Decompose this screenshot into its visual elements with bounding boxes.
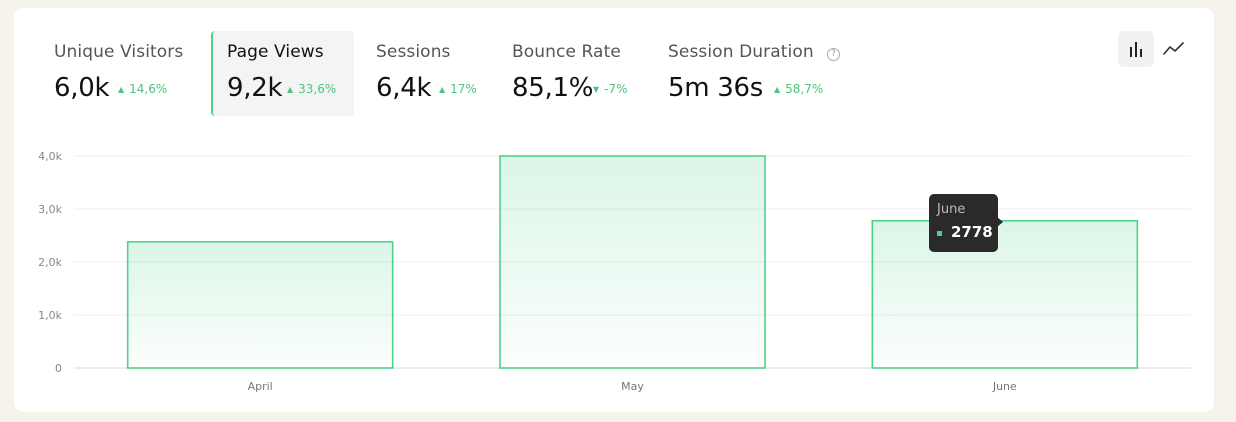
bar-june (871, 219, 1139, 369)
metric-label: Unique Visitors (54, 42, 184, 62)
tooltip-title: June (937, 202, 966, 217)
metric-value: 6,0k (54, 73, 110, 103)
metric-value: 85,1% (512, 73, 594, 103)
x-tick-label: April (248, 380, 273, 393)
metric-label: Page Views (227, 42, 324, 62)
y-tick-label: 3,0k (38, 203, 62, 216)
y-tick-label: 4,0k (38, 150, 62, 163)
trend-up-icon: ▲ (118, 85, 125, 94)
bar-april (126, 241, 394, 369)
trend-up-icon: ▲ (774, 85, 781, 94)
metric-change: ▲ 14,6% (118, 82, 168, 96)
metric-label: Bounce Rate (512, 42, 621, 62)
y-tick-label: 0 (55, 362, 62, 375)
metric-value: 6,4k (376, 73, 432, 103)
trend-up-icon: ▲ (287, 85, 294, 94)
line-chart-view-button[interactable] (1154, 31, 1190, 67)
tab-sessions[interactable]: Sessions 6,4k ▲ 17% (376, 31, 491, 116)
tab-unique-visitors[interactable]: Unique Visitors 6,0k ▲ 14,6% (54, 31, 204, 116)
metric-value: 9,2k (227, 73, 283, 103)
trend-down-icon: ▼ (593, 85, 600, 94)
bar-chart-icon (1130, 42, 1142, 57)
x-tick-label: May (621, 380, 644, 393)
tooltip-series-marker (937, 231, 942, 236)
bar-may (499, 155, 766, 369)
page-views-bar-chart: 0 1,0k 2,0k 3,0k 4,0k April May June (38, 150, 1191, 393)
tab-bounce-rate[interactable]: Bounce Rate 85,1% ▼ -7% (512, 31, 647, 116)
y-tick-label: 2,0k (38, 256, 62, 269)
tooltip-value: 2778 (951, 223, 993, 241)
tab-page-views[interactable]: Page Views 9,2k ▲ 33,6% (211, 31, 354, 116)
metric-change: ▲ 33,6% (287, 82, 337, 96)
bar-chart-view-button[interactable] (1118, 31, 1154, 67)
tab-session-duration[interactable]: Session Duration 5m 36s ▲ 58,7% (668, 31, 848, 116)
y-tick-label: 1,0k (38, 309, 62, 322)
trend-up-icon: ▲ (439, 85, 446, 94)
x-tick-label: June (992, 380, 1017, 393)
page-views-card: Unique Visitors 6,0k ▲ 14,6% Page Views 9… (14, 8, 1214, 412)
chart-tooltip: June 2778 (929, 194, 1003, 252)
metric-change: ▲ 58,7% (774, 82, 824, 96)
help-icon[interactable]: ? (827, 48, 840, 61)
metric-value: 5m 36s (668, 73, 763, 103)
line-chart-icon (1163, 42, 1184, 55)
metric-label: Session Duration (668, 42, 814, 62)
metric-change: ▲ 17% (439, 82, 477, 96)
metric-label: Sessions (376, 42, 451, 62)
metric-change: ▼ -7% (593, 82, 628, 96)
